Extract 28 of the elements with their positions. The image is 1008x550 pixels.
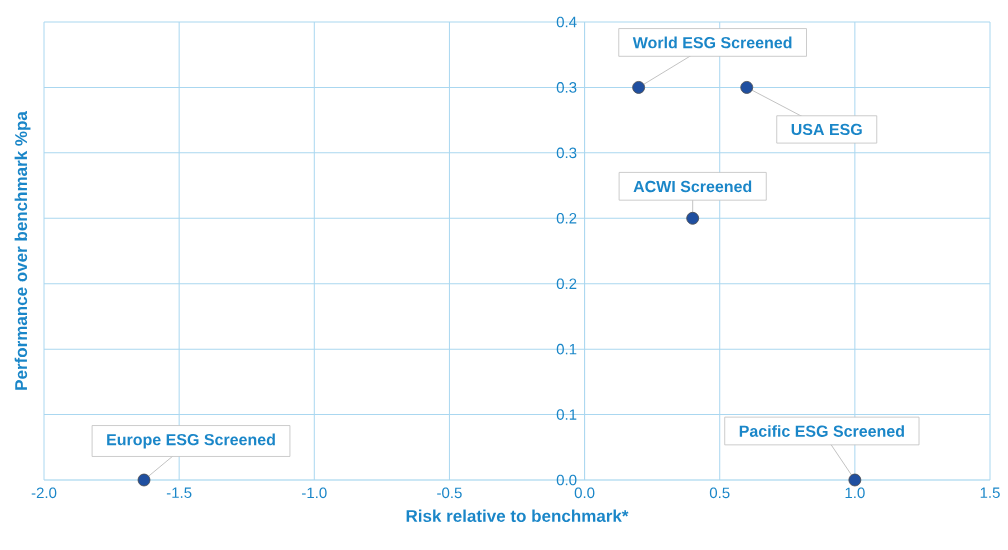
y-tick-label: 0.3 bbox=[556, 147, 577, 159]
point bbox=[740, 81, 754, 94]
annotation: ACWI Screened bbox=[633, 180, 752, 193]
y-tick-label: 0.0 bbox=[556, 474, 577, 486]
x-tick-label: -1.5 bbox=[166, 487, 192, 498]
x-tick-label: -0.5 bbox=[437, 487, 462, 499]
x-tick-label: 1.5 bbox=[980, 487, 1000, 498]
annotation: USA ESG bbox=[791, 123, 862, 136]
y-tick-label: 0.3 bbox=[556, 82, 577, 93]
y-tick-label: 0.2 bbox=[556, 278, 577, 290]
annotation: World ESG Screened bbox=[632, 36, 792, 49]
point bbox=[848, 473, 862, 487]
x-tick-label: 0.5 bbox=[709, 487, 730, 499]
y-axis-title: Performance over benchmark %pa bbox=[14, 111, 31, 390]
annotation: Pacific ESG Screened bbox=[739, 425, 904, 437]
y-tick-label: 0.4 bbox=[556, 16, 577, 28]
annotation: Europe ESG Screened bbox=[107, 433, 275, 449]
point bbox=[686, 211, 700, 225]
x-tick-label: 0.0 bbox=[574, 487, 595, 499]
x-axis-title: Risk relative to benchmark* bbox=[406, 509, 629, 523]
x-tick-label: -2.0 bbox=[31, 487, 57, 499]
x-tick-label: 1.0 bbox=[845, 487, 865, 499]
y-tick-label: 0.1 bbox=[556, 343, 577, 355]
y-tick-label: 0.2 bbox=[556, 212, 577, 224]
y-tick-label: 0.1 bbox=[556, 409, 577, 420]
x-tick-label: -1.0 bbox=[302, 487, 327, 499]
point bbox=[137, 473, 151, 487]
point bbox=[632, 81, 646, 94]
